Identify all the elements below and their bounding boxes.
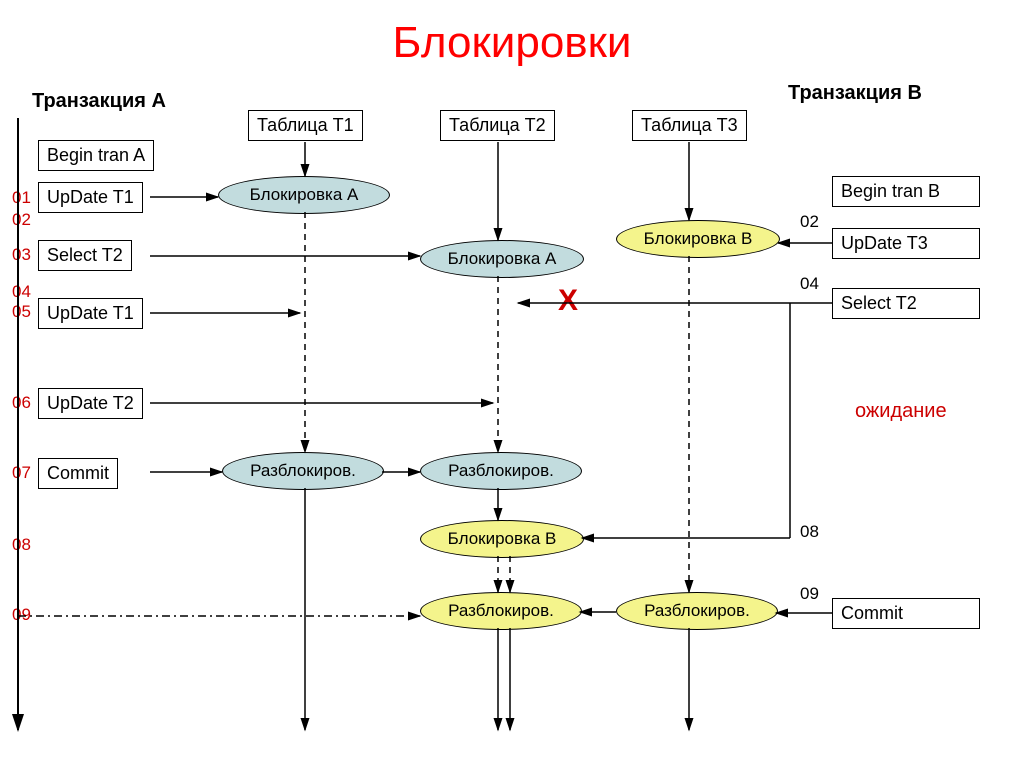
- lock-b-t2: Блокировка В: [420, 520, 584, 558]
- trans-a-commit: Commit: [38, 458, 118, 489]
- tick-left-07: 07: [12, 463, 31, 483]
- tick-left-06: 06: [12, 393, 31, 413]
- trans-a-update-t1: UpDate T1: [38, 182, 143, 213]
- trans-a-begin: Begin tran A: [38, 140, 154, 171]
- trans-b-commit: Commit: [832, 598, 980, 629]
- lock-a-t1: Блокировка А: [218, 176, 390, 214]
- wait-label: ожидание: [855, 400, 947, 423]
- tick-right-02: 02: [800, 212, 819, 232]
- table-t1-box: Таблица Т1: [248, 110, 363, 141]
- unlock-a-t2: Разблокиров.: [420, 452, 582, 490]
- page-title: Блокировки: [0, 18, 1024, 68]
- tick-right-08: 08: [800, 522, 819, 542]
- lock-b-t3: Блокировка В: [616, 220, 780, 258]
- table-t3-box: Таблица Т3: [632, 110, 747, 141]
- tick-left-01: 01: [12, 188, 31, 208]
- tick-left-02: 02: [12, 210, 31, 230]
- tick-left-05: 05: [12, 302, 31, 322]
- unlock-b-t3: Разблокиров.: [616, 592, 778, 630]
- unlock-b-t2: Разблокиров.: [420, 592, 582, 630]
- tick-right-04: 04: [800, 274, 819, 294]
- header-trans-b: Транзакция В: [788, 82, 922, 105]
- tick-left-03: 03: [12, 245, 31, 265]
- trans-b-begin: Begin tran B: [832, 176, 980, 207]
- trans-b-update-t3: UpDate T3: [832, 228, 980, 259]
- trans-a-select-t2: Select T2: [38, 240, 132, 271]
- tick-left-09: 09: [12, 605, 31, 625]
- tick-left-04: 04: [12, 282, 31, 302]
- trans-a-update-t2: UpDate T2: [38, 388, 143, 419]
- trans-a-update-t1-2: UpDate T1: [38, 298, 143, 329]
- unlock-a-t1: Разблокиров.: [222, 452, 384, 490]
- table-t2-box: Таблица Т2: [440, 110, 555, 141]
- header-trans-a: Транзакция А: [32, 90, 166, 113]
- trans-b-select-t2: Select T2: [832, 288, 980, 319]
- conflict-x-mark: Х: [558, 284, 578, 318]
- tick-right-09: 09: [800, 584, 819, 604]
- tick-left-08: 08: [12, 535, 31, 555]
- lock-a-t2: Блокировка А: [420, 240, 584, 278]
